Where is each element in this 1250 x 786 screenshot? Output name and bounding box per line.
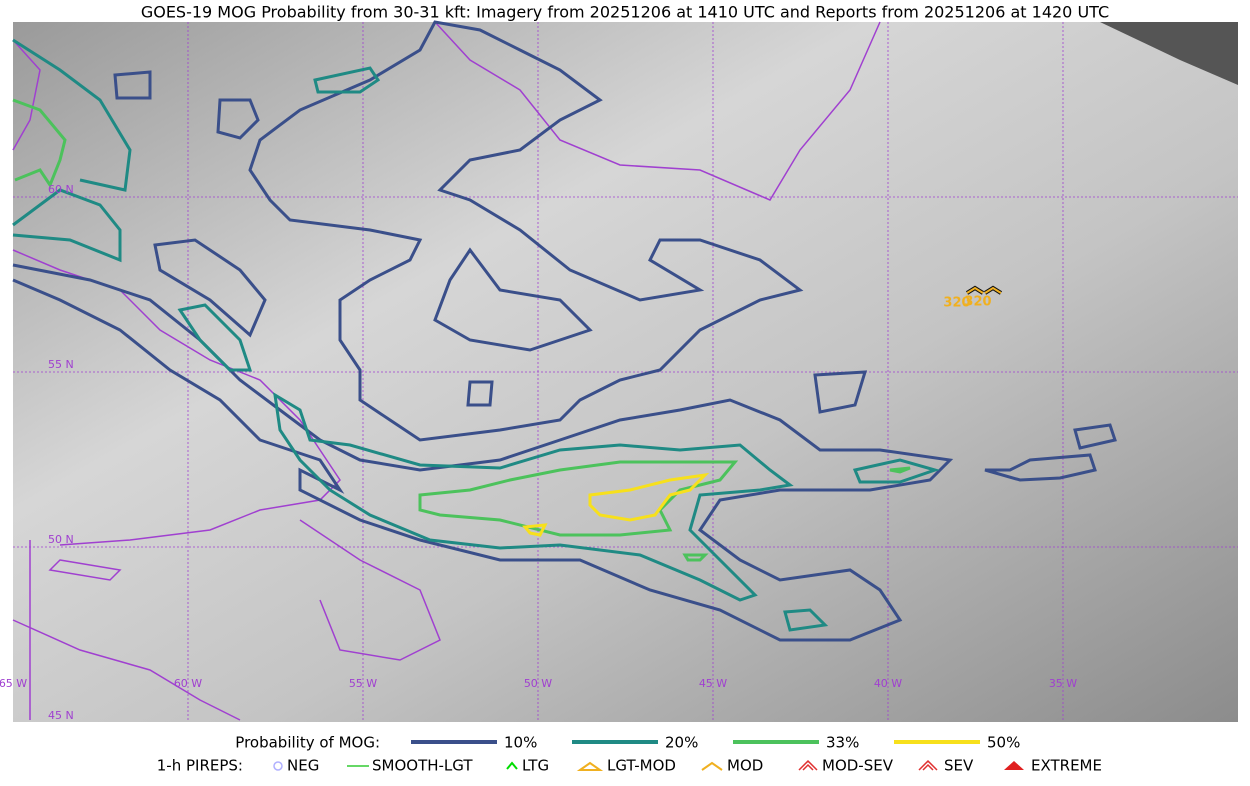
- pirep-icon: [798, 759, 818, 771]
- map: 320 320 60 N 55 N 50 N 45 N 65 W 60 W 55…: [0, 20, 1238, 722]
- lon-label: 60 W: [174, 677, 202, 690]
- lat-label: 60 N: [48, 183, 74, 196]
- lat-label: 45 N: [48, 709, 74, 722]
- report-label: 320: [943, 296, 970, 311]
- pirep-legend-label: MOD-SEV: [822, 757, 894, 775]
- legend-label: 20%: [665, 734, 698, 752]
- pirep-icon: [918, 759, 938, 771]
- pirep-legend-label: NEG: [287, 757, 319, 775]
- probability-contours: [12, 20, 1117, 642]
- pirep-legend-label: LGT-MOD: [607, 757, 676, 775]
- lat-label: 55 N: [48, 358, 74, 371]
- pirep-icon: [273, 761, 283, 771]
- pirep-legend-label: SMOOTH-LGT: [372, 757, 473, 775]
- lon-label: 55 W: [349, 677, 377, 690]
- lon-label: 35 W: [1049, 677, 1077, 690]
- lat-label: 50 N: [48, 533, 74, 546]
- pirep-legend-title: 1-h PIREPS:: [157, 757, 243, 775]
- legend-label: 10%: [504, 734, 537, 752]
- no-data-region: [1100, 22, 1238, 85]
- pirep-icon: [1004, 761, 1024, 770]
- legend-label: 33%: [826, 734, 859, 752]
- lon-label: 50 W: [524, 677, 552, 690]
- lon-label: 40 W: [874, 677, 902, 690]
- title: GOES-19 MOG Probability from 30-31 kft: …: [141, 3, 1109, 22]
- lon-label: 65 W: [0, 677, 27, 690]
- legend-label: 50%: [987, 734, 1020, 752]
- legend-title: Probability of MOG:: [235, 734, 380, 752]
- pirep-legend-label: EXTREME: [1031, 757, 1102, 775]
- pirep-icon: [701, 761, 723, 771]
- pirep-legend-label: SEV: [944, 757, 974, 775]
- pirep-icon: [576, 761, 604, 771]
- pirep-legend-label: MOD: [727, 757, 763, 775]
- grid-lines: [13, 22, 1238, 722]
- report-label: 320: [964, 295, 991, 310]
- legend: Probability of MOG: 1-h PIREPS: 10% 20% 33…: [157, 734, 1102, 775]
- lon-label: 45 W: [699, 677, 727, 690]
- pirep-legend-label: LTG: [522, 757, 549, 775]
- pirep-reports: 320 320: [943, 285, 1003, 311]
- pirep-icon: [506, 761, 518, 770]
